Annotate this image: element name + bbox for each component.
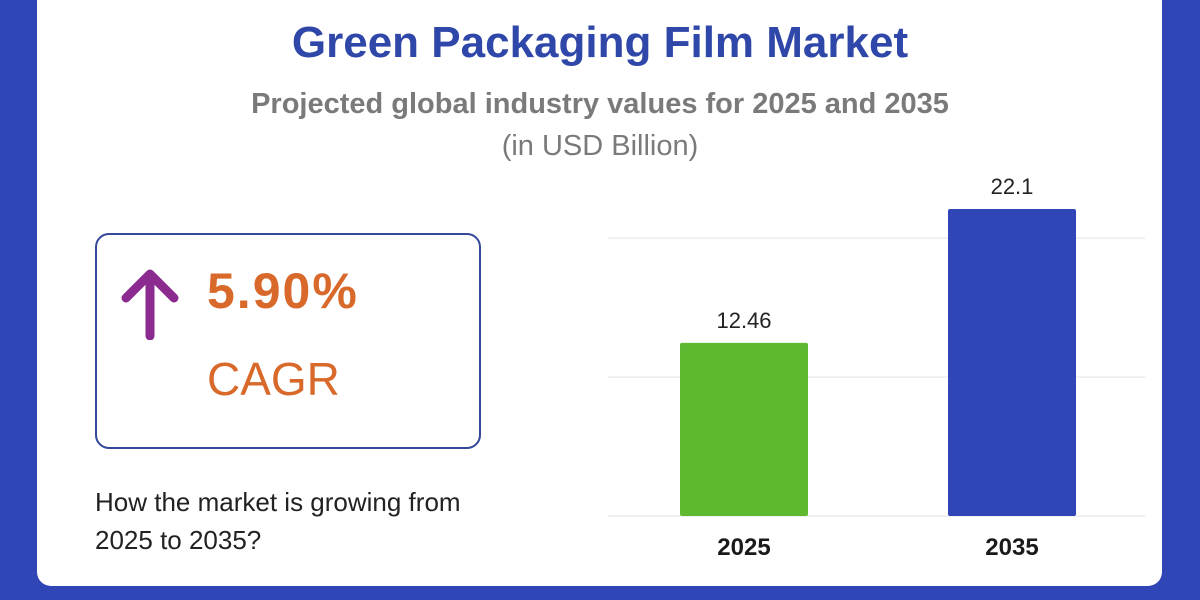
unit-label: (in USD Billion) [501, 130, 699, 162]
subtitle: Projected global industry values for 202… [251, 88, 949, 120]
cagr-label: CAGR [207, 353, 340, 405]
x-tick-label: 2025 [717, 534, 770, 561]
arrow-up-icon [121, 269, 179, 340]
cagr-box [95, 233, 481, 449]
bar-2025 [680, 342, 808, 516]
page-title: Green Packaging Film Market [291, 18, 909, 67]
x-tick-label: 2035 [985, 534, 1038, 561]
growth-question: How the market is growing from 2025 to 2… [95, 487, 461, 555]
bar-2035 [948, 209, 1076, 516]
cagr-value: 5.90% [207, 263, 359, 319]
data-label: 12.46 [716, 308, 771, 333]
data-label: 22.1 [991, 174, 1034, 199]
